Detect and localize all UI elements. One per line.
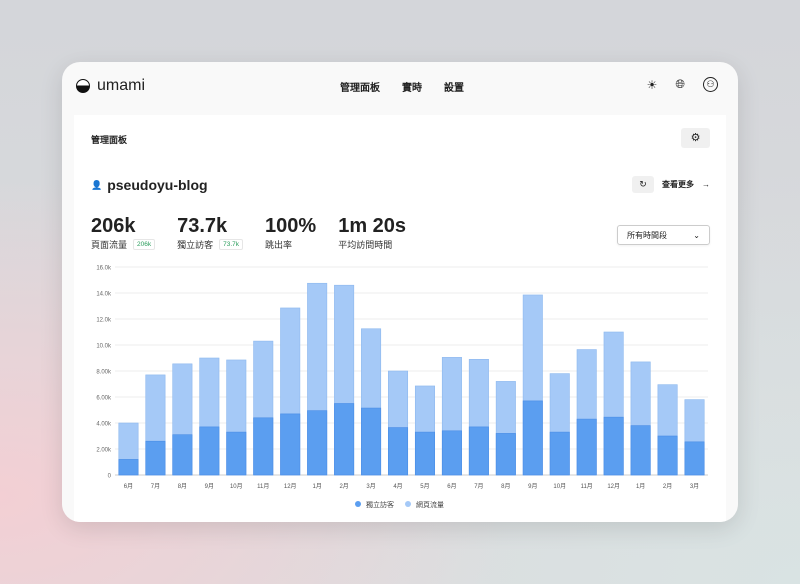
y-tick-label: 10.0k xyxy=(96,344,112,350)
x-tick-label: 7月 xyxy=(151,483,160,490)
y-tick-label: 12.0k xyxy=(96,318,112,324)
x-tick-label: 10月 xyxy=(553,483,566,490)
chevron-down-icon: ⌄ xyxy=(693,230,700,240)
y-tick-label: 0 xyxy=(108,474,112,480)
metric-visitors: 73.7k 獨立訪客 73.7k xyxy=(177,214,244,251)
visitors-bar xyxy=(118,459,139,476)
top-nav: umami 管理面板 實時 設置 ☀ 🌐︎ ⚇ xyxy=(62,62,738,114)
y-tick-label: 4.00k xyxy=(96,422,112,428)
visitors-bar xyxy=(145,440,166,476)
x-tick-label: 8月 xyxy=(501,483,510,490)
y-tick-label: 16.0k xyxy=(96,266,112,272)
x-tick-label: 6月 xyxy=(447,483,456,490)
visitors-bar xyxy=(307,410,328,476)
date-range-select[interactable]: 所有時間段 ⌄ xyxy=(617,225,710,245)
x-tick-label: 3月 xyxy=(690,483,699,490)
legend-label: 網頁流量 xyxy=(416,500,444,509)
site-name[interactable]: pseudoyu-blog xyxy=(107,177,208,193)
visitors-bar xyxy=(630,425,651,476)
legend-label: 獨立訪客 xyxy=(366,500,394,509)
visitors-bar xyxy=(414,431,435,476)
page-title: 管理面板 xyxy=(91,135,128,145)
y-tick-label: 14.0k xyxy=(96,292,112,298)
visitors-bar xyxy=(199,426,220,476)
gear-icon: ⚙ xyxy=(690,132,701,144)
nav-settings[interactable]: 設置 xyxy=(444,83,464,94)
settings-gear-button[interactable]: ⚙ xyxy=(681,128,710,148)
metric-pageviews: 206k 頁面流量 206k xyxy=(91,214,156,251)
legend-dot xyxy=(405,501,411,507)
x-tick-label: 7月 xyxy=(474,483,483,490)
x-tick-label: 1月 xyxy=(636,483,645,490)
refresh-icon: ↻ xyxy=(639,179,647,189)
metric-value: 1m 20s xyxy=(338,215,407,237)
x-tick-label: 12月 xyxy=(607,483,620,490)
x-tick-label: 10月 xyxy=(230,483,243,490)
metric-visit-duration: 1m 20s 平均訪問時間 xyxy=(338,214,406,251)
x-tick-label: 4月 xyxy=(393,483,402,490)
legend-dot xyxy=(355,501,361,507)
arrow-right-icon: → xyxy=(702,180,710,189)
x-tick-label: 9月 xyxy=(528,483,537,490)
x-tick-label: 2月 xyxy=(663,483,672,490)
metric-value: 100% xyxy=(265,215,317,237)
x-tick-label: 5月 xyxy=(420,483,429,490)
x-tick-label: 6月 xyxy=(124,483,133,490)
metric-label: 平均訪問時間 xyxy=(338,240,393,250)
metric-label: 跳出率 xyxy=(265,240,293,250)
refresh-button[interactable]: ↻ xyxy=(632,176,654,193)
nav-dashboard[interactable]: 管理面板 xyxy=(340,83,380,94)
x-tick-label: 2月 xyxy=(339,483,348,490)
visitors-bar xyxy=(172,434,193,476)
date-range-value: 所有時間段 xyxy=(627,230,667,240)
user-profile-icon[interactable]: ⚇ xyxy=(703,77,718,92)
x-tick-label: 1月 xyxy=(312,483,321,490)
language-globe-icon[interactable]: 🌐︎ xyxy=(675,77,685,91)
x-tick-label: 12月 xyxy=(284,483,297,490)
visitors-bar xyxy=(576,418,597,476)
visitors-bar xyxy=(280,413,301,476)
x-tick-label: 11月 xyxy=(581,483,593,490)
visitors-bar xyxy=(334,403,355,476)
visitors-bar xyxy=(657,435,678,476)
app-name: umami xyxy=(97,77,146,94)
x-tick-label: 3月 xyxy=(366,483,375,490)
logo[interactable]: umami xyxy=(76,77,145,95)
site-favicon-icon: 👤 xyxy=(91,179,103,190)
visitors-bar xyxy=(388,427,409,476)
view-more-link[interactable]: 查看更多 xyxy=(662,180,694,189)
theme-sun-icon[interactable]: ☀ xyxy=(646,77,658,92)
x-tick-label: 11月 xyxy=(257,483,269,490)
visitors-bar xyxy=(522,400,543,476)
visitors-bar xyxy=(684,441,705,476)
visitors-bar xyxy=(441,430,462,476)
visitors-bar xyxy=(495,433,516,476)
metric-badge: 73.7k xyxy=(219,239,244,250)
y-tick-label: 6.00k xyxy=(96,396,112,402)
metric-badge: 206k xyxy=(133,239,156,250)
metric-bounce-rate: 100% 跳出率 xyxy=(265,214,316,251)
metric-label: 獨立訪客 xyxy=(177,240,214,250)
x-tick-label: 8月 xyxy=(178,483,187,490)
visitors-bar xyxy=(253,417,274,476)
y-tick-label: 8.00k xyxy=(96,370,112,376)
metric-label: 頁面流量 xyxy=(91,240,128,250)
visitors-bar xyxy=(549,431,570,476)
umami-logo-icon xyxy=(76,79,90,93)
visitors-bar xyxy=(468,426,489,476)
visitors-bar xyxy=(603,416,624,476)
y-tick-label: 2.00k xyxy=(96,448,112,454)
metric-value: 73.7k xyxy=(177,215,228,237)
metric-value: 206k xyxy=(91,215,136,237)
visitors-bar xyxy=(361,407,382,476)
visitors-bar xyxy=(226,431,247,476)
x-tick-label: 9月 xyxy=(205,483,214,490)
nav-realtime[interactable]: 實時 xyxy=(402,83,422,94)
